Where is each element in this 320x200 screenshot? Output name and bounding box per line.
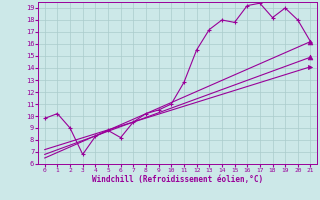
X-axis label: Windchill (Refroidissement éolien,°C): Windchill (Refroidissement éolien,°C) bbox=[92, 175, 263, 184]
